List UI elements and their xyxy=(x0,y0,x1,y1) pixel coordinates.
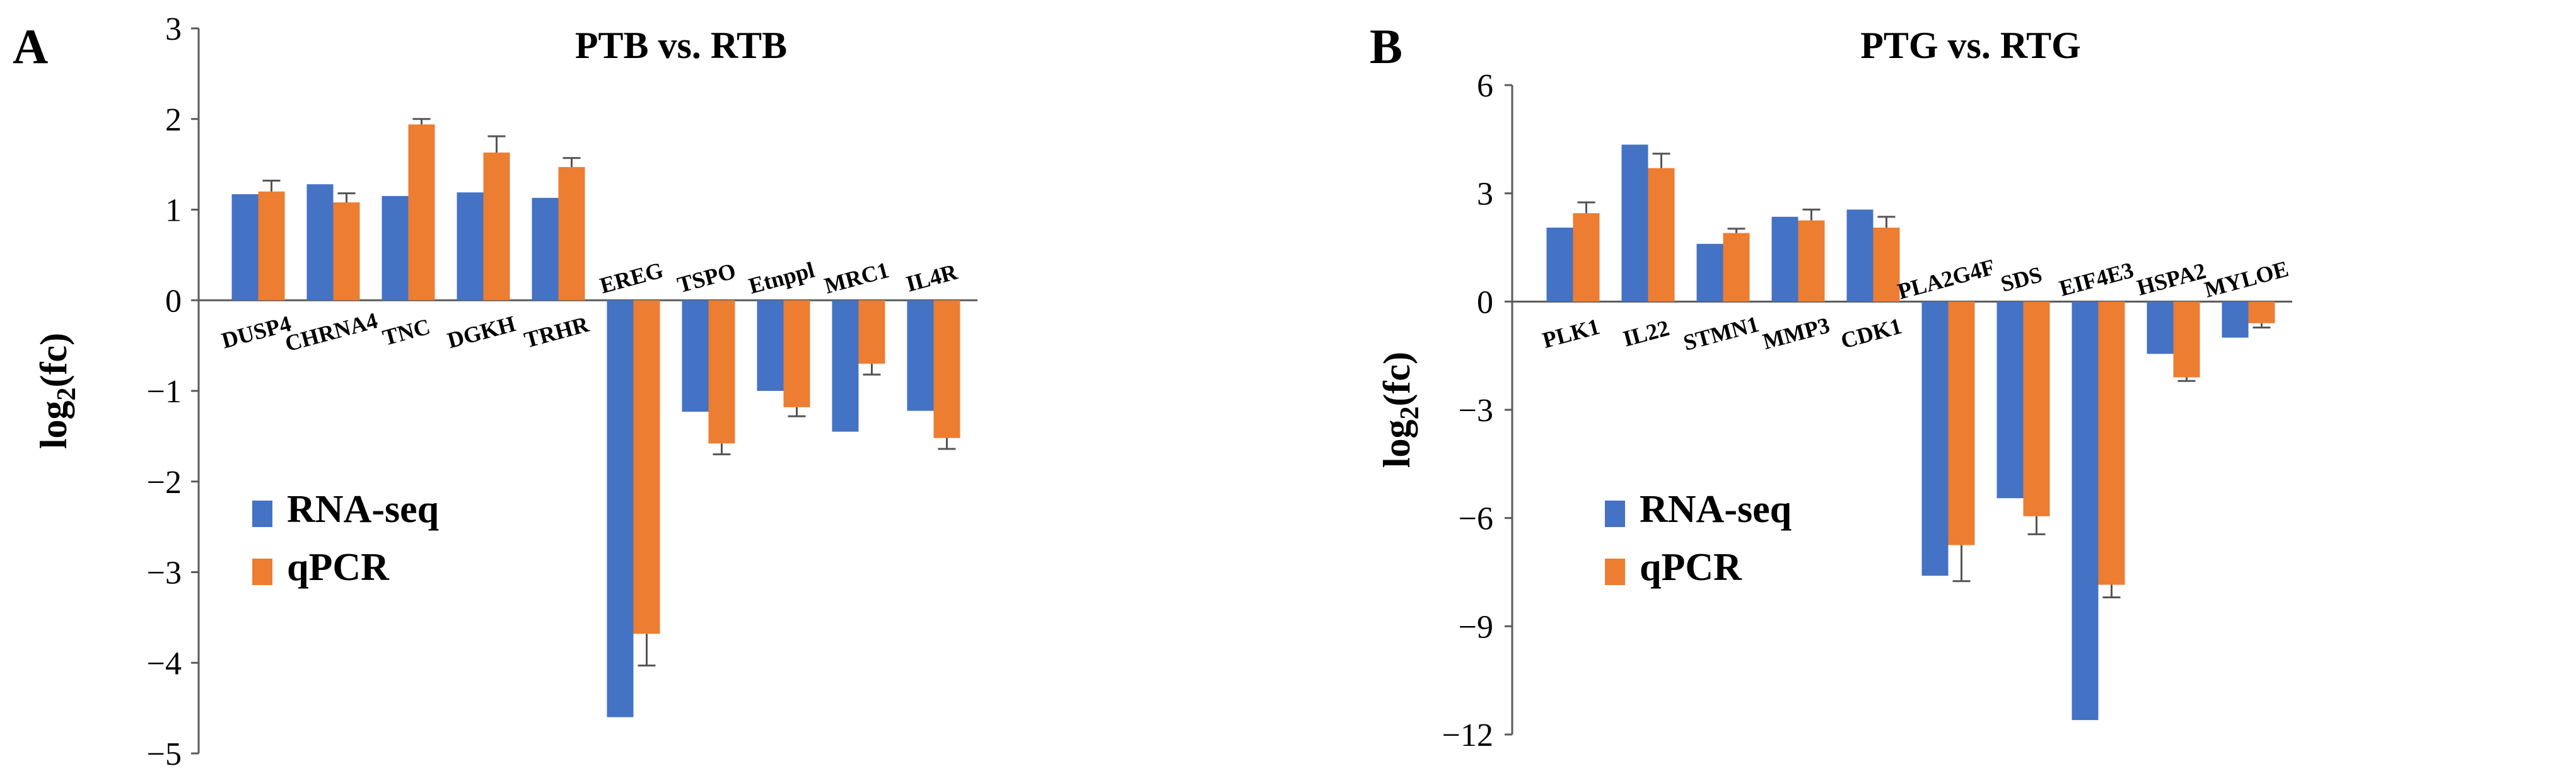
x-category-label: STMN1 xyxy=(1681,311,1761,356)
bar-qpcr xyxy=(633,300,660,634)
bar-rna-seq xyxy=(2147,301,2174,354)
y-tick-label: 6 xyxy=(1477,68,1493,104)
x-category-label: SDS xyxy=(1998,262,2044,297)
panel-letter: A xyxy=(13,19,48,74)
bar-qpcr xyxy=(2248,301,2275,323)
bar-qpcr xyxy=(708,300,735,444)
x-category-label: DGKH xyxy=(445,311,518,353)
bar-rna-seq xyxy=(757,300,784,391)
bar-rna-seq xyxy=(907,300,934,411)
legend-swatch-rna-seq xyxy=(1605,501,1625,527)
bar-rna-seq xyxy=(1696,243,1723,302)
bar-qpcr xyxy=(1948,301,1975,545)
legend-swatch-qpcr xyxy=(252,559,272,585)
bar-qpcr xyxy=(1798,220,1825,302)
panel-b-chart: B PTG vs. RTG 6 3 0 −3 −6 −9 −12 log2(fc) PLK1 IL22… xyxy=(1370,19,2292,753)
bar-qpcr xyxy=(1873,228,1900,302)
legend-label-qpcr: qPCR xyxy=(287,546,390,589)
x-category-label: CDK1 xyxy=(1838,313,1904,354)
x-category-label: Etnppl xyxy=(746,257,817,299)
bar-rna-seq xyxy=(607,300,634,717)
x-category-label: PLA2G4F xyxy=(1895,254,1998,305)
y-tick-label: 0 xyxy=(165,283,182,319)
y-tick-label: −3 xyxy=(147,555,182,591)
y-tick-label: 2 xyxy=(165,102,182,138)
y-tick-label: −6 xyxy=(1459,501,1493,537)
y-tick-label: −3 xyxy=(1459,393,1493,429)
bar-rna-seq xyxy=(1546,228,1573,302)
y-tick-label: −9 xyxy=(1459,609,1493,645)
bar-rna-seq xyxy=(2222,301,2249,338)
bar-qpcr xyxy=(408,124,435,301)
y-tick-label: 3 xyxy=(1477,177,1493,212)
y-tick-label: −2 xyxy=(147,465,182,501)
chart-title: PTG vs. RTG xyxy=(1860,25,2081,66)
bar-rna-seq xyxy=(1771,216,1798,302)
bar-qpcr xyxy=(783,300,810,407)
bar-rna-seq xyxy=(1921,301,1949,576)
bar-rna-seq xyxy=(306,184,334,301)
legend-label-rna-seq: RNA-seq xyxy=(1640,488,1792,531)
panel-a-chart: A PTB vs. RTB3210−1−2−3−4−5log2(fc)DUSP4C… xyxy=(13,11,977,772)
bar-rna-seq xyxy=(832,300,859,432)
x-category-label: IL22 xyxy=(1620,315,1672,352)
bar-qpcr xyxy=(933,300,960,438)
legend-label-rna-seq: RNA-seq xyxy=(287,488,439,531)
x-category-label: MRC1 xyxy=(822,257,892,299)
bar-qpcr xyxy=(333,202,360,301)
x-category-label: EIF4E3 xyxy=(2056,257,2136,301)
y-tick-label: −4 xyxy=(147,646,182,682)
y-tick-label: −5 xyxy=(147,736,182,772)
bar-rna-seq xyxy=(231,194,259,301)
chart-title: PTB vs. RTB xyxy=(575,25,787,66)
legend-swatch-rna-seq xyxy=(252,501,272,527)
bar-qpcr xyxy=(2023,301,2050,516)
bar-qpcr xyxy=(558,166,585,301)
panel-letter: B xyxy=(1370,19,1402,74)
x-category-label: TRHR xyxy=(522,311,592,353)
legend-swatch-qpcr xyxy=(1605,559,1625,585)
legend: RNA-seq qPCR xyxy=(252,488,439,589)
y-tick-label: 0 xyxy=(1477,284,1493,320)
bar-qpcr xyxy=(2173,301,2200,378)
bar-qpcr xyxy=(858,300,885,364)
y-axis-label: log2(fc) xyxy=(33,333,81,449)
x-category-label: MYLOE xyxy=(2202,256,2292,303)
x-category-label: EREG xyxy=(597,257,666,298)
bar-rna-seq xyxy=(1996,301,2024,499)
legend: RNA-seq qPCR xyxy=(1605,488,1792,589)
bar-rna-seq xyxy=(1846,209,1874,302)
x-category-label: IL4R xyxy=(904,258,961,296)
y-tick-label: −12 xyxy=(1442,717,1493,753)
y-tick-label: 1 xyxy=(165,193,182,229)
bar-rna-seq xyxy=(532,197,559,301)
x-category-label: CHRNA4 xyxy=(283,308,380,356)
x-category-label: TSPO xyxy=(675,258,738,298)
y-tick-label: 3 xyxy=(165,11,182,47)
x-category-label: MMP3 xyxy=(1760,312,1833,354)
y-axis-label: log2(fc) xyxy=(1376,352,1425,468)
bar-qpcr xyxy=(483,152,510,301)
bar-qpcr xyxy=(1573,213,1600,302)
y-tick-label: −1 xyxy=(147,374,182,410)
bar-qpcr xyxy=(2098,301,2125,585)
bar-rna-seq xyxy=(382,195,409,301)
bar-rna-seq xyxy=(682,300,709,412)
bar-rna-seq xyxy=(2072,301,2099,721)
legend-label-qpcr: qPCR xyxy=(1640,546,1742,589)
bar-rna-seq xyxy=(1621,144,1648,302)
bar-qpcr xyxy=(1723,233,1750,302)
bar-qpcr xyxy=(258,191,285,301)
x-category-label: PLK1 xyxy=(1540,314,1602,353)
x-category-label: TNC xyxy=(380,314,433,351)
x-category-label: HSPA2 xyxy=(2134,258,2208,300)
bar-qpcr xyxy=(1648,168,1675,302)
bar-rna-seq xyxy=(457,192,484,301)
